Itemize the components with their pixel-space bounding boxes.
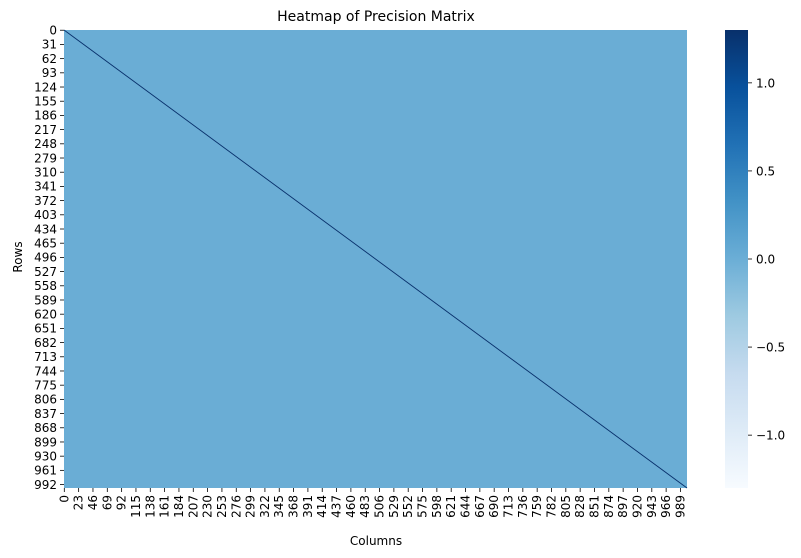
y-tick-label: 806 bbox=[34, 393, 57, 407]
y-tick-label: 186 bbox=[34, 109, 57, 123]
y-tick-label: 589 bbox=[34, 293, 57, 307]
x-tick-label: 805 bbox=[559, 495, 573, 518]
y-tick-label: 558 bbox=[34, 279, 57, 293]
x-tick-label: 966 bbox=[659, 495, 673, 518]
colorbar-tick-label: 1.0 bbox=[756, 76, 775, 90]
y-tick-label: 620 bbox=[34, 307, 57, 321]
colorbar-tick-label: −0.5 bbox=[756, 341, 785, 355]
y-tick-label: 527 bbox=[34, 265, 57, 279]
x-tick-label: 529 bbox=[387, 495, 401, 518]
y-tick-label: 682 bbox=[34, 336, 57, 350]
y-tick-label: 248 bbox=[34, 137, 57, 151]
x-tick-label: 0 bbox=[57, 495, 71, 503]
x-tick-label: 943 bbox=[645, 495, 659, 518]
x-tick-label: 667 bbox=[473, 495, 487, 518]
y-tick-label: 279 bbox=[34, 151, 57, 165]
x-tick-label: 897 bbox=[616, 495, 630, 518]
x-axis-ticks: 0 23 46 69 92 115 138 161 184 207 230 253 276 299 322 3… bbox=[57, 488, 687, 518]
x-tick-label: 759 bbox=[530, 495, 544, 518]
x-tick-label: 414 bbox=[315, 495, 329, 518]
y-tick-label: 775 bbox=[34, 378, 57, 392]
x-tick-label: 322 bbox=[258, 495, 272, 518]
x-tick-label: 368 bbox=[287, 495, 301, 518]
x-tick-label: 989 bbox=[673, 495, 687, 518]
x-tick-label: 874 bbox=[602, 495, 616, 518]
y-axis-ticks: 0316293124155186217248279310341372403434… bbox=[34, 24, 64, 492]
x-tick-label: 782 bbox=[544, 495, 558, 518]
x-tick-label: 253 bbox=[215, 495, 229, 518]
x-tick-label: 437 bbox=[330, 495, 344, 518]
x-tick-label: 460 bbox=[344, 495, 358, 518]
y-tick-label: 961 bbox=[34, 464, 57, 478]
y-tick-label: 310 bbox=[34, 166, 57, 180]
x-tick-label: 644 bbox=[459, 495, 473, 518]
y-tick-label: 837 bbox=[34, 407, 57, 421]
y-tick-label: 992 bbox=[34, 478, 57, 492]
x-tick-label: 598 bbox=[430, 495, 444, 518]
y-tick-label: 31 bbox=[42, 38, 57, 52]
y-tick-label: 930 bbox=[34, 449, 57, 463]
x-tick-label: 828 bbox=[573, 495, 587, 518]
x-tick-label: 345 bbox=[272, 495, 286, 518]
x-tick-label: 46 bbox=[86, 495, 100, 510]
x-tick-label: 483 bbox=[358, 495, 372, 518]
x-tick-label: 138 bbox=[143, 495, 157, 518]
y-tick-label: 93 bbox=[42, 66, 57, 80]
y-tick-label: 899 bbox=[34, 435, 57, 449]
x-tick-label: 851 bbox=[587, 495, 601, 518]
x-tick-label: 506 bbox=[373, 495, 387, 518]
x-tick-label: 920 bbox=[630, 495, 644, 518]
y-tick-label: 217 bbox=[34, 123, 57, 137]
colorbar bbox=[725, 30, 748, 488]
y-tick-label: 403 bbox=[34, 208, 57, 222]
y-tick-label: 124 bbox=[34, 80, 57, 94]
x-tick-label: 230 bbox=[201, 495, 215, 518]
y-tick-label: 62 bbox=[42, 52, 57, 66]
y-tick-label: 496 bbox=[34, 251, 57, 265]
x-tick-label: 575 bbox=[416, 495, 430, 518]
y-tick-label: 744 bbox=[34, 364, 57, 378]
x-tick-label: 736 bbox=[516, 495, 530, 518]
y-tick-label: 155 bbox=[34, 95, 57, 109]
colorbar-ticks: −1.0 −0.5 0.0 0.5 1.0 bbox=[748, 76, 785, 443]
x-tick-label: 69 bbox=[100, 495, 114, 510]
diagonal-line bbox=[63, 29, 688, 489]
y-tick-label: 868 bbox=[34, 421, 57, 435]
y-tick-label: 434 bbox=[34, 222, 57, 236]
colorbar-tick-label: −1.0 bbox=[756, 429, 785, 443]
x-tick-label: 23 bbox=[72, 495, 86, 510]
colorbar-tick-label: 0.5 bbox=[756, 164, 775, 178]
y-tick-label: 0 bbox=[49, 24, 57, 38]
x-tick-label: 161 bbox=[158, 495, 172, 518]
x-tick-label: 207 bbox=[186, 495, 200, 518]
x-tick-label: 92 bbox=[115, 495, 129, 510]
colorbar-tick-label: 0.0 bbox=[756, 253, 775, 267]
x-tick-label: 276 bbox=[229, 495, 243, 518]
y-axis-title: Rows bbox=[11, 241, 25, 272]
x-axis-title: Columns bbox=[350, 534, 402, 548]
y-tick-label: 651 bbox=[34, 322, 57, 336]
y-tick-label: 372 bbox=[34, 194, 57, 208]
chart-title: Heatmap of Precision Matrix bbox=[277, 9, 475, 25]
x-tick-label: 391 bbox=[301, 495, 315, 518]
x-tick-label: 299 bbox=[244, 495, 258, 518]
y-tick-label: 713 bbox=[34, 350, 57, 364]
x-tick-label: 115 bbox=[129, 495, 143, 518]
x-tick-label: 552 bbox=[401, 495, 415, 518]
y-tick-label: 465 bbox=[34, 236, 57, 250]
x-tick-label: 621 bbox=[444, 495, 458, 518]
x-tick-label: 690 bbox=[487, 495, 501, 518]
x-tick-label: 713 bbox=[502, 495, 516, 518]
y-tick-label: 341 bbox=[34, 180, 57, 194]
x-tick-label: 184 bbox=[172, 495, 186, 518]
